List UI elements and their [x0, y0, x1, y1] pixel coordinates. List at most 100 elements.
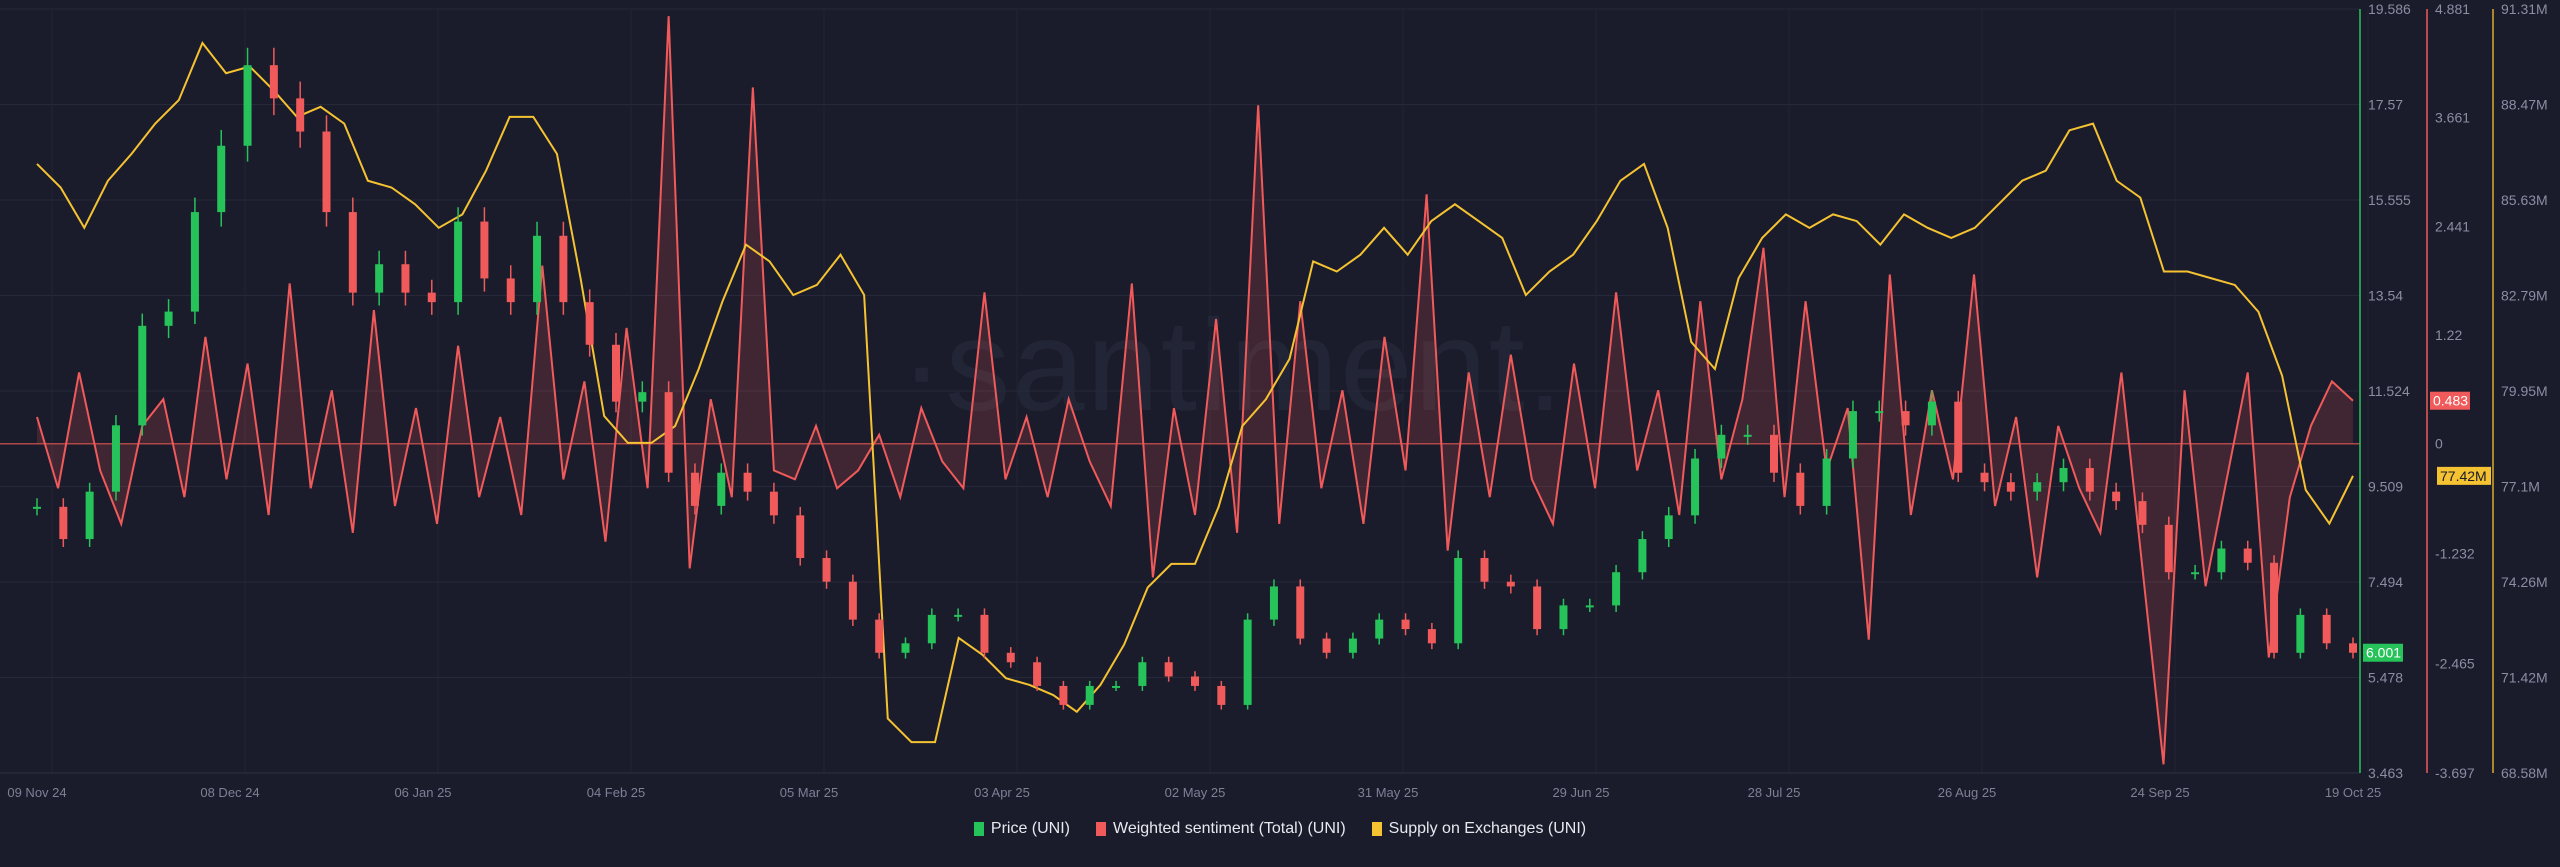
price-candle — [1401, 619, 1410, 630]
price-candle — [1901, 411, 1910, 426]
price-candle — [506, 278, 515, 303]
price-candle — [612, 344, 620, 402]
price-candle — [1533, 586, 1542, 630]
legend-label-supply: Supply on Exchanges (UNI) — [1388, 820, 1587, 837]
price-candle — [1954, 401, 1963, 473]
price-candle — [1612, 572, 1621, 606]
price-candle — [1243, 619, 1252, 705]
x-tick-label: 08 Dec 24 — [200, 785, 259, 800]
price-candle — [375, 264, 384, 293]
price-candle — [927, 614, 936, 644]
y-tick-label: 5.478 — [2368, 670, 2403, 686]
price-candle — [59, 506, 68, 540]
legend-item-sentiment[interactable]: Weighted sentiment (Total) (UNI) — [1096, 820, 1346, 838]
price-candle — [1348, 638, 1357, 653]
price-candle — [1664, 515, 1673, 540]
price-candle — [638, 392, 647, 402]
price-candle — [796, 515, 805, 559]
y-tick-label: 3.661 — [2435, 110, 2470, 126]
price-candle — [2270, 562, 2279, 653]
legend-swatch-supply — [1371, 822, 1382, 836]
price-candle — [1269, 586, 1278, 620]
y-tick-label: 17.57 — [2368, 97, 2403, 113]
y-tick-label: 0 — [2435, 436, 2443, 452]
y-tick-label: 2.441 — [2435, 218, 2470, 234]
price-candle — [875, 619, 884, 653]
y-tick-label: 7.494 — [2368, 574, 2403, 590]
price-candle — [533, 235, 542, 303]
price-candle — [2006, 482, 2015, 492]
x-tick-label: 02 May 25 — [1165, 785, 1226, 800]
price-candle — [1480, 558, 1489, 582]
last-value-badge-2 — [2437, 466, 2491, 485]
y-tick-label: 88.47M — [2501, 96, 2548, 112]
price-candle — [480, 221, 489, 279]
price-candle — [1085, 685, 1094, 705]
x-tick-label: 28 Jul 25 — [1748, 785, 1801, 800]
price-candle — [296, 98, 305, 132]
price-candle — [401, 264, 410, 293]
price-candle — [559, 235, 568, 303]
price-candle — [664, 392, 673, 473]
y-tick-label: 3.463 — [2368, 765, 2403, 781]
y-tick-label: -1.232 — [2435, 545, 2475, 561]
price-candle — [1454, 558, 1463, 644]
price-candle — [190, 212, 199, 312]
price-candle — [1006, 652, 1015, 663]
price-candle — [585, 302, 594, 345]
price-candle — [1033, 662, 1042, 686]
y-tick-label: 77.1M — [2501, 479, 2540, 495]
price-candle — [138, 325, 147, 426]
price-candle — [1796, 472, 1805, 506]
sentiment-line — [36, 16, 2354, 765]
y-tick-label: 11.524 — [2368, 383, 2410, 399]
price-candle — [1638, 539, 1647, 573]
price-candle — [717, 472, 726, 506]
last-value-label: 6.001 — [2366, 645, 2401, 661]
price-candle — [243, 65, 252, 146]
y-tick-label: 19.586 — [2368, 1, 2411, 17]
price-candle — [2191, 572, 2200, 575]
price-candle — [427, 292, 436, 303]
price-candle — [1559, 605, 1568, 630]
y-tick-label: 91.31M — [2501, 1, 2548, 17]
price-candle — [217, 145, 226, 213]
price-candle — [269, 65, 278, 99]
price-candle — [1138, 662, 1147, 686]
price-candle — [2085, 467, 2094, 492]
x-tick-label: 04 Feb 25 — [587, 785, 646, 800]
last-value-badge-1 — [2430, 391, 2470, 410]
price-candle — [954, 614, 963, 617]
price-candle — [1822, 458, 1831, 506]
x-tick-label: 29 Jun 25 — [1552, 785, 1609, 800]
price-candle — [1875, 411, 1884, 414]
last-value-badge-0 — [2363, 643, 2403, 662]
price-candle — [1217, 685, 1226, 705]
price-candle — [2349, 643, 2357, 653]
price-candle — [848, 581, 857, 620]
legend-item-price[interactable]: Price (UNI) — [973, 820, 1070, 838]
price-candle — [348, 212, 357, 293]
legend-item-supply[interactable]: Supply on Exchanges (UNI) — [1371, 820, 1587, 838]
price-candle — [901, 643, 910, 653]
legend: Price (UNI) Weighted sentiment (Total) (… — [0, 820, 2560, 838]
y-tick-label: 13.54 — [2368, 287, 2403, 303]
price-candle — [33, 506, 41, 509]
y-tick-label: 79.95M — [2501, 383, 2548, 399]
price-candle — [822, 558, 831, 582]
price-candle — [164, 311, 173, 326]
price-candle — [2217, 548, 2226, 573]
y-tick-label: -3.697 — [2435, 765, 2475, 781]
legend-swatch-price — [973, 822, 984, 836]
price-candle — [1770, 434, 1778, 473]
price-candle — [980, 614, 989, 653]
sentiment-area — [37, 16, 2353, 765]
x-tick-label: 05 Mar 25 — [780, 785, 839, 800]
price-candle — [1585, 605, 1594, 608]
price-candle — [1164, 662, 1173, 677]
price-candle — [1059, 685, 1068, 705]
x-tick-label: 09 Nov 24 — [7, 785, 66, 800]
price-candle — [2112, 491, 2121, 502]
santiment-watermark: ·santiment. — [900, 292, 1566, 438]
price-candle — [743, 472, 752, 492]
